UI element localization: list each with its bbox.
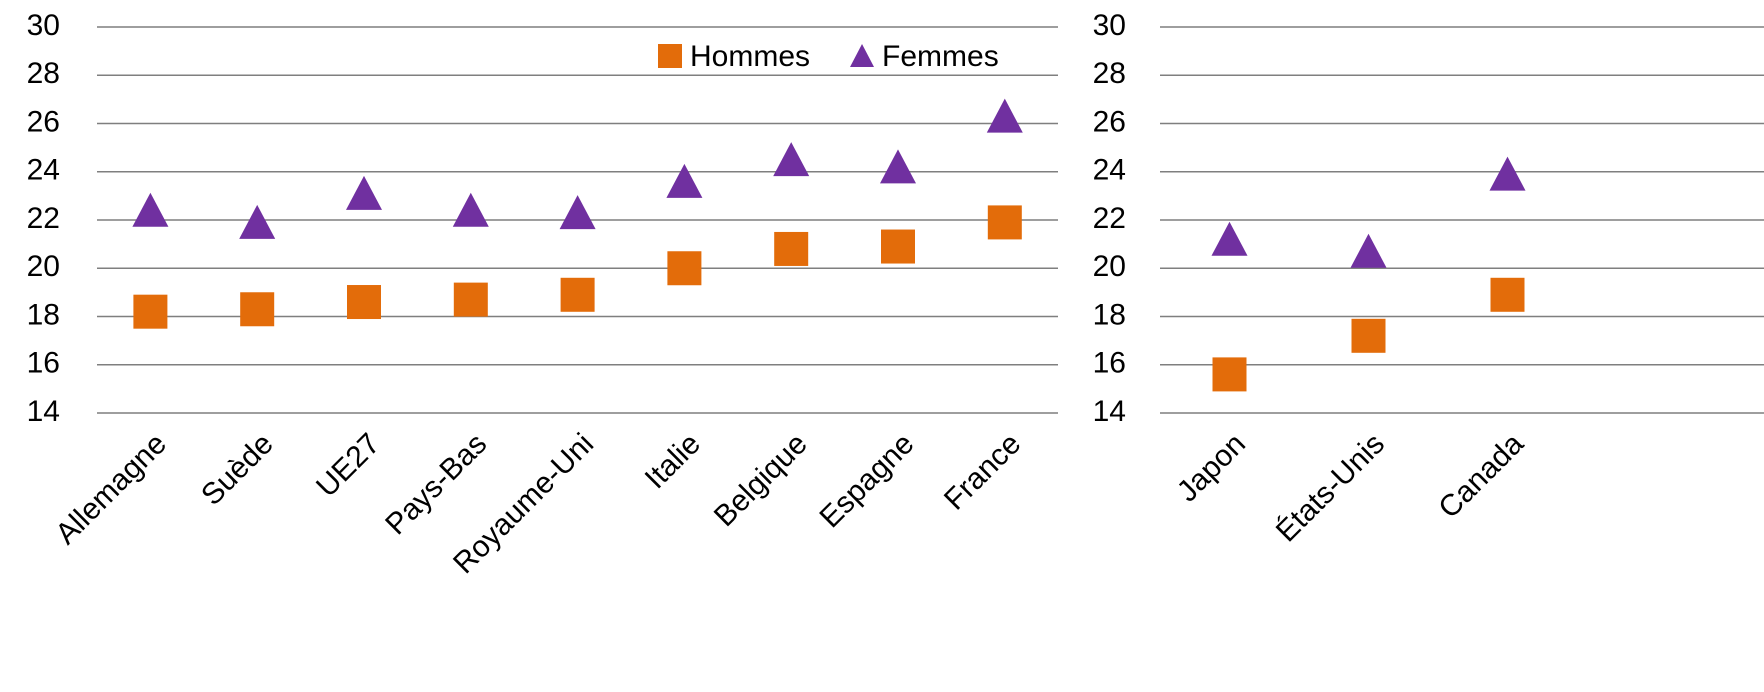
- y-tick-label: 14: [1093, 395, 1126, 428]
- x-tick-label: Canada: [1432, 427, 1530, 525]
- marker-triangle: [666, 163, 703, 198]
- marker-square: [453, 282, 488, 317]
- legend-marker: [850, 44, 875, 67]
- marker-triangle: [1350, 233, 1387, 268]
- y-tick-label: 18: [1093, 298, 1126, 331]
- marker-square: [560, 277, 595, 312]
- y-tick-label: 24: [1093, 154, 1126, 187]
- y-tick-label: 20: [1093, 250, 1126, 283]
- marker-triangle: [132, 192, 169, 227]
- marker-square: [667, 251, 702, 286]
- marker-triangle: [452, 192, 489, 227]
- y-tick-label: 28: [27, 57, 60, 90]
- y-tick-label: 14: [27, 395, 60, 428]
- marker-square: [881, 229, 915, 264]
- marker-square: [240, 292, 275, 327]
- marker-square: [1212, 357, 1247, 392]
- marker-triangle: [1211, 221, 1248, 256]
- x-tick-label: Suède: [195, 427, 280, 512]
- y-tick-label: 30: [1093, 9, 1126, 42]
- legend-label: Femmes: [882, 40, 999, 73]
- marker-triangle: [346, 175, 382, 210]
- legend-marker: [658, 44, 682, 68]
- marker-square: [1351, 318, 1386, 353]
- x-tick-label: UE27: [310, 427, 386, 503]
- x-tick-label: Allemagne: [49, 427, 173, 551]
- y-tick-label: 24: [27, 154, 60, 187]
- marker-triangle: [559, 195, 596, 230]
- x-tick-label: Espagne: [813, 427, 920, 534]
- marker-square: [1490, 277, 1525, 312]
- marker-triangle: [880, 149, 916, 184]
- y-tick-label: 22: [1093, 202, 1126, 235]
- marker-triangle: [986, 98, 1023, 133]
- y-tick-label: 28: [1093, 57, 1126, 90]
- x-tick-label: France: [938, 427, 1027, 516]
- marker-triangle: [239, 204, 276, 239]
- marker-triangle: [773, 142, 810, 177]
- marker-square: [133, 294, 168, 329]
- y-tick-label: 22: [27, 202, 60, 235]
- x-tick-label: Belgique: [708, 427, 814, 533]
- y-tick-label: 20: [27, 250, 60, 283]
- y-tick-label: 16: [1093, 347, 1126, 380]
- legend-label: Hommes: [690, 40, 810, 73]
- y-tick-label: 30: [27, 9, 60, 42]
- y-tick-label: 16: [27, 347, 60, 380]
- marker-square: [987, 205, 1022, 240]
- marker-square: [347, 285, 381, 320]
- y-tick-label: 26: [1093, 105, 1126, 138]
- x-tick-label: États-Unis: [1270, 427, 1391, 548]
- x-tick-label: Japon: [1171, 427, 1252, 508]
- y-tick-label: 18: [27, 298, 60, 331]
- x-tick-label: Pays-Bas: [379, 427, 493, 541]
- x-tick-label: Italie: [639, 427, 707, 495]
- marker-square: [774, 231, 809, 266]
- marker-triangle: [1489, 156, 1526, 191]
- y-tick-label: 26: [27, 105, 60, 138]
